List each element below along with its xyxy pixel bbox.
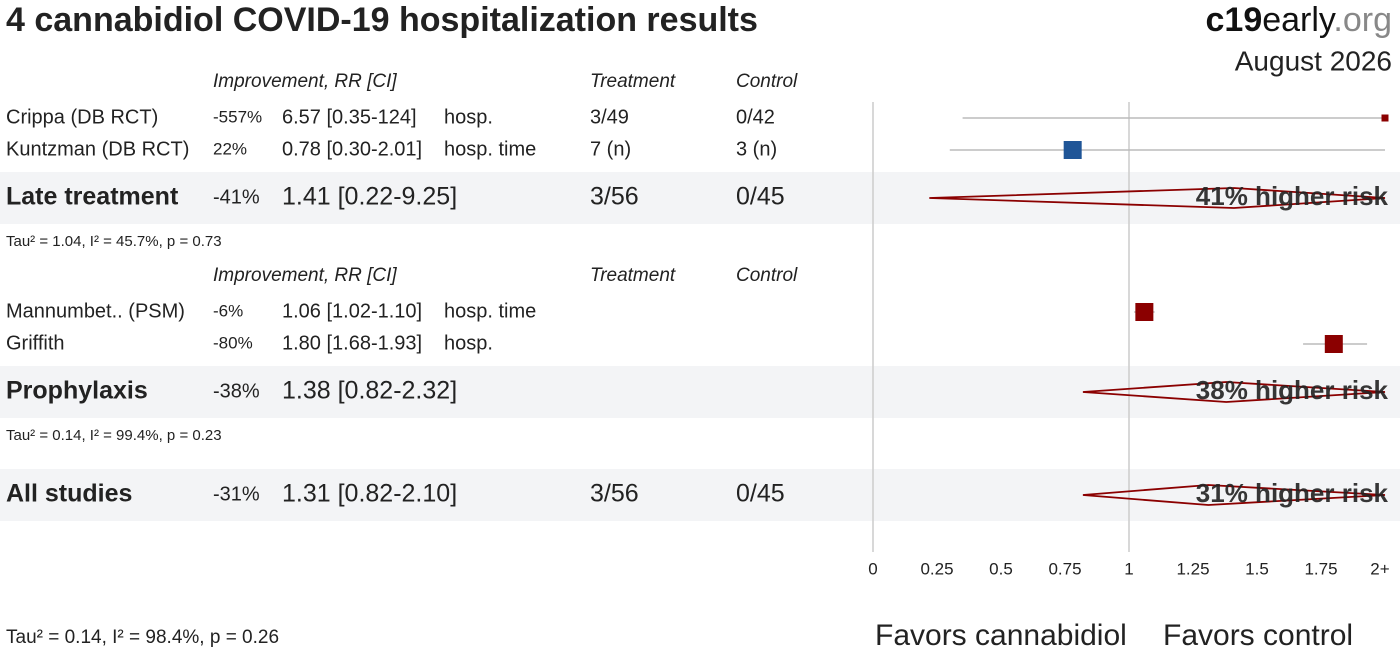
improvement: -38% [213, 380, 260, 402]
column-header: Control [736, 71, 798, 92]
improvement: -80% [213, 333, 253, 352]
x-tick-label: 1 [1124, 559, 1133, 578]
study-name: Griffith [6, 332, 65, 354]
x-tick-label: 1.75 [1304, 559, 1337, 578]
favors-left: Favors cannabidiol [875, 619, 1127, 652]
column-header: Improvement, RR [CI] [213, 265, 397, 286]
x-tick-label: 0.25 [920, 559, 953, 578]
summary-band [0, 366, 1400, 418]
rr-ci: 1.80 [1.68-1.93] [282, 332, 422, 354]
effect-text: 41% higher risk [1196, 181, 1389, 211]
summary-diamond [1082, 381, 1386, 403]
x-tick-label: 0 [868, 559, 877, 578]
summary-diamond [1082, 484, 1386, 506]
effect-square [1063, 141, 1082, 159]
effect-text: 38% higher risk [1196, 375, 1389, 405]
summary-diamond [929, 187, 1386, 209]
outcome: hosp. time [444, 300, 536, 322]
outcome: hosp. [444, 106, 493, 128]
column-header: Treatment [590, 265, 676, 286]
x-tick-label: 0.75 [1048, 559, 1081, 578]
improvement: -31% [213, 483, 260, 505]
column-header: Control [736, 265, 798, 286]
improvement: 22% [213, 139, 247, 158]
x-tick-label: 1.5 [1245, 559, 1269, 578]
study-name: Kuntzman (DB RCT) [6, 138, 189, 160]
outcome: hosp. time [444, 138, 536, 160]
x-tick-label: 2+ [1370, 559, 1389, 578]
treatment: 7 (n) [590, 138, 631, 160]
rr-ci: 1.31 [0.82-2.10] [282, 480, 457, 508]
effect-square [1324, 335, 1343, 353]
control: 0/42 [736, 106, 775, 128]
summary-band [0, 469, 1400, 521]
x-tick-label: 0.5 [989, 559, 1013, 578]
rr-ci: 6.57 [0.35-124] [282, 106, 417, 128]
rr-ci: 0.78 [0.30-2.01] [282, 138, 422, 160]
brand-part: c19 [1206, 1, 1263, 39]
favors-right: Favors control [1163, 619, 1353, 652]
control: 0/45 [736, 183, 785, 211]
date: August 2026 [1235, 45, 1392, 76]
summary-band [0, 172, 1400, 224]
x-tick-label: 1.25 [1176, 559, 1209, 578]
brand: c19early.org [1206, 1, 1393, 39]
treatment: 3/56 [590, 480, 639, 508]
control: 0/45 [736, 480, 785, 508]
brand-part: .org [1333, 1, 1392, 39]
study-name: Crippa (DB RCT) [6, 106, 158, 128]
chart-title: 4 cannabidiol COVID-19 hospitalization r… [6, 1, 758, 39]
outcome: hosp. [444, 332, 493, 354]
heterogeneity: Tau² = 1.04, I² = 45.7%, p = 0.73 [6, 233, 222, 250]
effect-square [1381, 114, 1389, 122]
brand-part: early [1262, 1, 1336, 39]
improvement: -557% [213, 107, 262, 126]
column-header: Improvement, RR [CI] [213, 71, 397, 92]
effect-square [1135, 303, 1154, 321]
summary-name: Prophylaxis [6, 377, 148, 405]
rr-ci: 1.38 [0.82-2.32] [282, 377, 457, 405]
rr-ci: 1.41 [0.22-9.25] [282, 183, 457, 211]
treatment: 3/49 [590, 106, 629, 128]
column-header: Treatment [590, 71, 676, 92]
study-name: Mannumbet.. (PSM) [6, 300, 185, 322]
control: 3 (n) [736, 138, 777, 160]
treatment: 3/56 [590, 183, 639, 211]
rr-ci: 1.06 [1.02-1.10] [282, 300, 422, 322]
improvement: -41% [213, 186, 260, 208]
summary-name: All studies [6, 480, 132, 508]
heterogeneity: Tau² = 0.14, I² = 99.4%, p = 0.23 [6, 427, 222, 444]
summary-name: Late treatment [6, 183, 179, 211]
effect-text: 31% higher risk [1196, 478, 1389, 508]
heterogeneity: Tau² = 0.14, I² = 98.4%, p = 0.26 [6, 627, 279, 648]
improvement: -6% [213, 301, 243, 320]
